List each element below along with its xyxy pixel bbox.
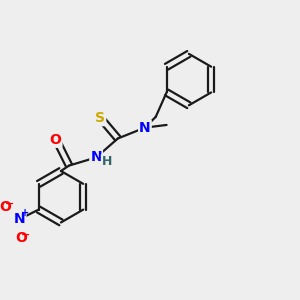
Text: O: O bbox=[15, 231, 27, 245]
Text: N: N bbox=[90, 150, 102, 164]
Text: −: − bbox=[5, 199, 14, 209]
Text: N: N bbox=[14, 212, 26, 226]
Text: +: + bbox=[20, 208, 28, 218]
Text: −: − bbox=[21, 230, 31, 240]
Text: O: O bbox=[0, 200, 11, 214]
Text: O: O bbox=[50, 133, 61, 147]
Text: N: N bbox=[139, 121, 151, 135]
Text: H: H bbox=[102, 155, 112, 168]
Text: S: S bbox=[95, 111, 105, 125]
